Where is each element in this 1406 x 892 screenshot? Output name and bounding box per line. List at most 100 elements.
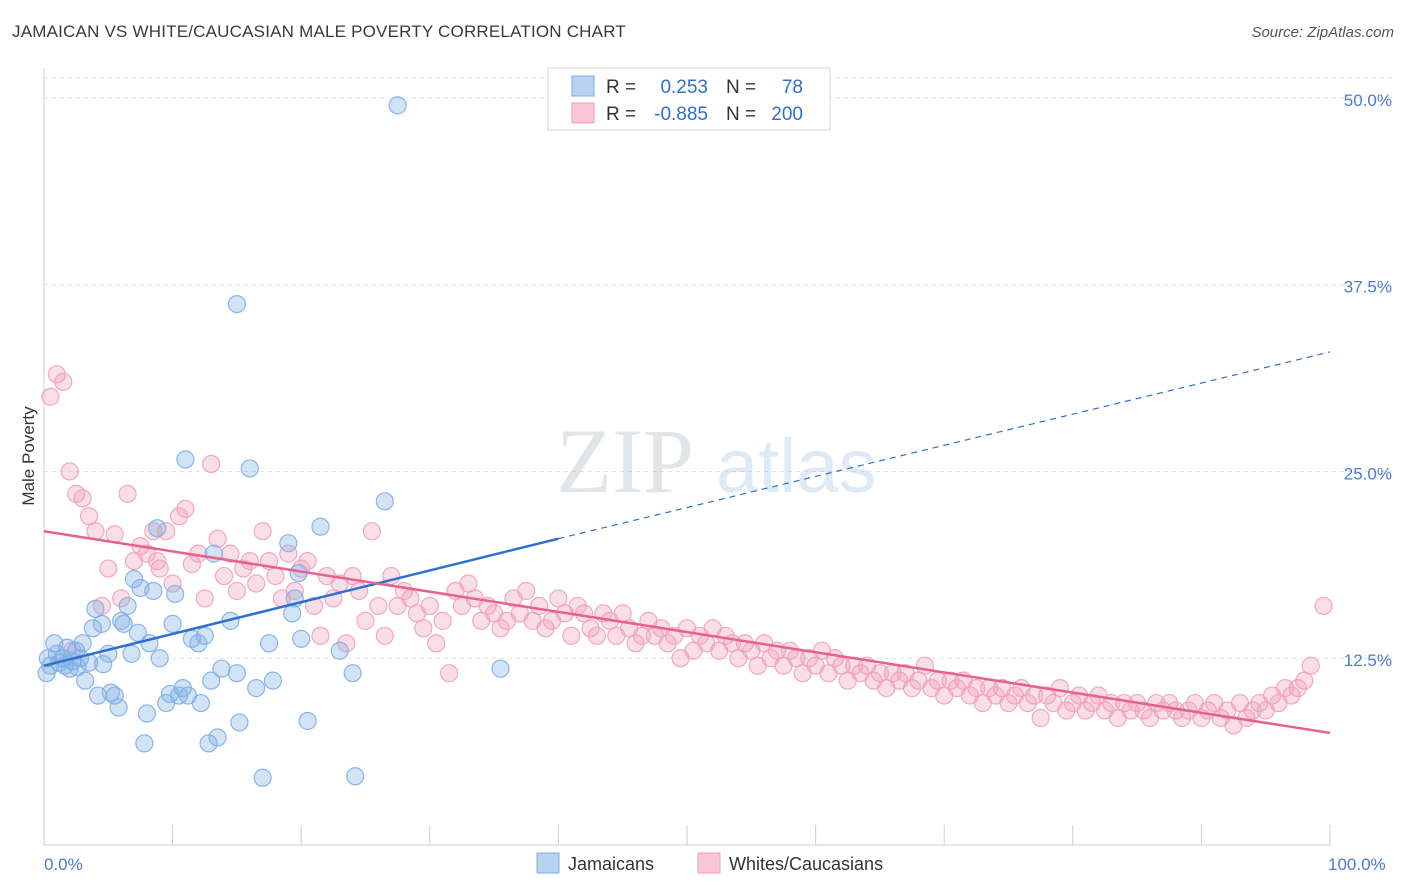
data-point [285,581,304,601]
data-point [166,584,185,604]
data-point [118,484,137,503]
legend-r-value-whites: -0.885 [654,104,708,125]
data-point [208,728,227,747]
data-point [150,649,169,668]
data-point [343,664,362,683]
data-point [227,294,246,314]
data-point [148,519,167,538]
data-point [1031,708,1050,728]
data-point [1295,671,1314,690]
data-point [150,559,169,578]
data-point [658,634,677,653]
data-point [86,599,105,619]
bottom-legend: Jamaicans Whites/Caucasians [536,852,883,874]
data-point [1057,701,1076,720]
data-point [253,768,272,787]
y-tick-label: 37.5% [1344,278,1392,297]
data-point [362,522,382,541]
data-point [298,711,317,731]
data-point [626,634,645,653]
data-point [109,698,128,717]
data-point [37,664,56,683]
series-whites-caucasians-points [41,365,1333,735]
data-point [68,658,87,677]
data-point [148,551,167,571]
y-tick-label: 12.5% [1344,651,1392,670]
watermark: ZIP atlas [556,410,877,512]
data-point [227,581,246,601]
data-point [420,596,439,616]
legend-n-value-whites: 200 [771,104,803,125]
data-point [967,679,986,698]
data-point [189,634,208,653]
data-point [76,671,95,690]
data-point [118,596,137,616]
data-point [137,544,156,563]
bottom-legend-label-whites: Whites/Caucasians [729,854,883,874]
bottom-legend-swatch-jamaicans [536,852,560,874]
data-point [292,629,311,648]
legend-r-label-whites: R = [606,104,636,125]
data-point [122,644,141,663]
trendlines [43,351,1331,735]
trendline-jamaicans [43,537,559,667]
data-point [60,462,79,481]
data-point [491,619,510,638]
data-point [283,604,302,623]
data-point [73,489,92,508]
data-point [414,619,433,638]
trendline-whites [43,529,1331,735]
data-point [459,574,478,593]
data-point [330,641,349,660]
data-point [195,589,214,608]
data-point [230,713,249,732]
data-point [169,507,189,526]
data-point [208,529,227,548]
data-point [112,589,131,608]
series-jamaicans-points [37,96,510,787]
data-point [1076,701,1095,720]
data-point [41,387,60,406]
data-point [83,619,102,638]
legend-r-label-jamaicans: R = [606,77,636,98]
data-point [439,664,459,683]
data-point [562,626,581,645]
data-point [191,693,210,713]
data-point [266,566,285,586]
data-point [112,611,131,630]
data-point [346,767,365,786]
data-point [47,365,66,384]
data-point [124,569,144,589]
legend-r-value-jamaicans: 0.253 [660,77,708,98]
data-point [870,664,890,683]
data-point [1314,596,1333,616]
data-point [73,634,92,653]
data-point [337,634,356,653]
data-point [1050,679,1070,698]
data-point [279,544,298,563]
legend-n-label-whites: N = [726,104,756,125]
data-point [263,671,283,690]
data-point [195,626,214,645]
legend-n-value-jamaicans: 78 [782,77,803,98]
data-point [92,614,111,633]
y-axis-label: Male Poverty [19,406,38,506]
data-point [349,581,369,601]
data-point [536,619,555,638]
y-tick-label: 50.0% [1344,91,1392,110]
data-point [54,372,73,391]
data-point [1282,686,1301,705]
trendline-jamaicans-extension [558,351,1331,540]
data-point [105,686,124,705]
data-point [247,574,266,593]
data-point [1301,656,1320,675]
bottom-legend-swatch-whites [697,852,721,874]
data-point [311,626,330,645]
legend-n-label-jamaicans: N = [726,77,756,98]
data-point [530,596,549,616]
data-point [279,534,298,553]
data-point [176,499,195,518]
x-tick-label-min: 0.0% [44,855,83,874]
data-point [581,619,600,638]
